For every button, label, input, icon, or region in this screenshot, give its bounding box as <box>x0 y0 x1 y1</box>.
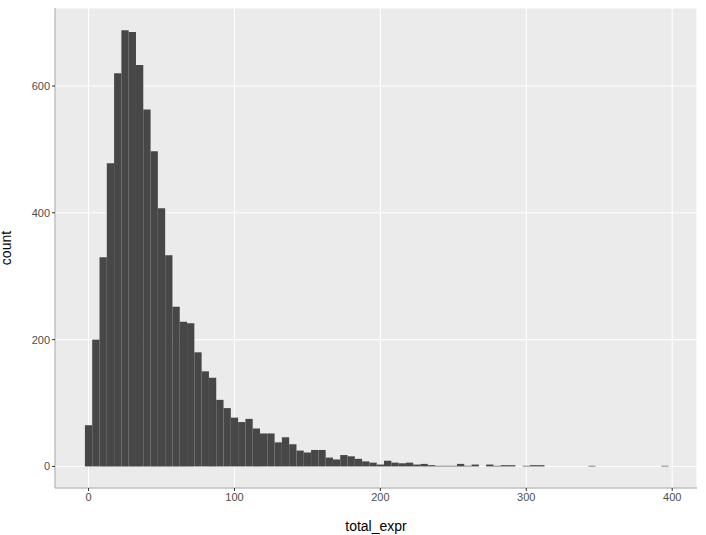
svg-text:400: 400 <box>32 207 50 219</box>
svg-text:count: count <box>8 231 14 265</box>
svg-text:400: 400 <box>663 491 681 503</box>
svg-text:600: 600 <box>32 80 50 92</box>
svg-text:0: 0 <box>44 460 50 472</box>
svg-text:200: 200 <box>371 491 389 503</box>
svg-text:300: 300 <box>517 491 535 503</box>
svg-text:100: 100 <box>225 491 243 503</box>
svg-text:0: 0 <box>85 491 91 503</box>
svg-text:total_expr: total_expr <box>345 518 407 534</box>
svg-text:200: 200 <box>32 334 50 346</box>
